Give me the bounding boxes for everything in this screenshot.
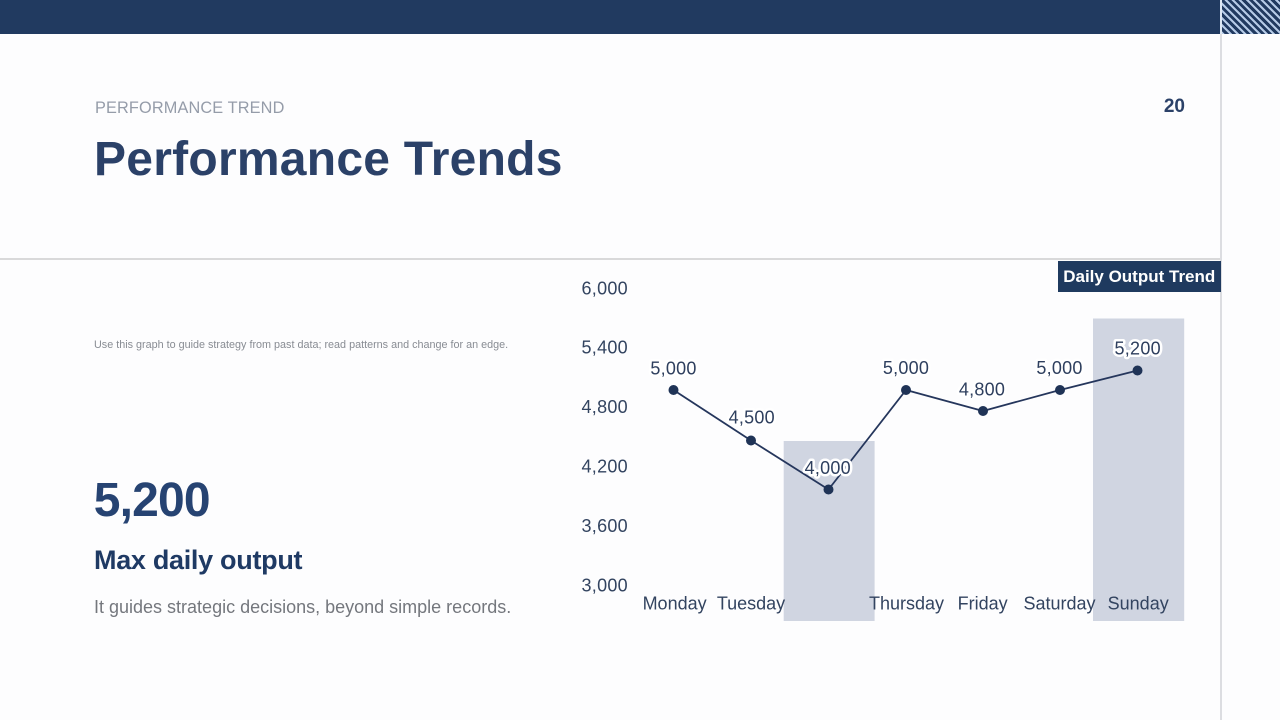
svg-text:4,000: 4,000 [805, 458, 851, 478]
svg-text:Tuesday: Tuesday [717, 594, 785, 614]
svg-text:Sunday: Sunday [1108, 594, 1169, 614]
svg-text:4,200: 4,200 [581, 457, 628, 477]
svg-text:6,000: 6,000 [581, 278, 628, 298]
svg-text:5,000: 5,000 [650, 359, 696, 379]
svg-text:5,000: 5,000 [883, 358, 929, 378]
svg-text:Thursday: Thursday [869, 594, 944, 614]
svg-text:5,200: 5,200 [1115, 338, 1161, 358]
svg-text:4,800: 4,800 [581, 397, 628, 417]
svg-text:Monday: Monday [643, 594, 707, 614]
svg-text:Saturday: Saturday [1023, 594, 1095, 614]
svg-text:3,600: 3,600 [581, 516, 628, 536]
svg-text:4,800: 4,800 [959, 380, 1005, 400]
svg-text:4,500: 4,500 [729, 408, 775, 428]
svg-text:5,000: 5,000 [1036, 358, 1082, 378]
svg-text:Friday: Friday [958, 594, 1008, 614]
svg-text:5,400: 5,400 [581, 338, 628, 358]
svg-text:3,000: 3,000 [581, 575, 628, 595]
